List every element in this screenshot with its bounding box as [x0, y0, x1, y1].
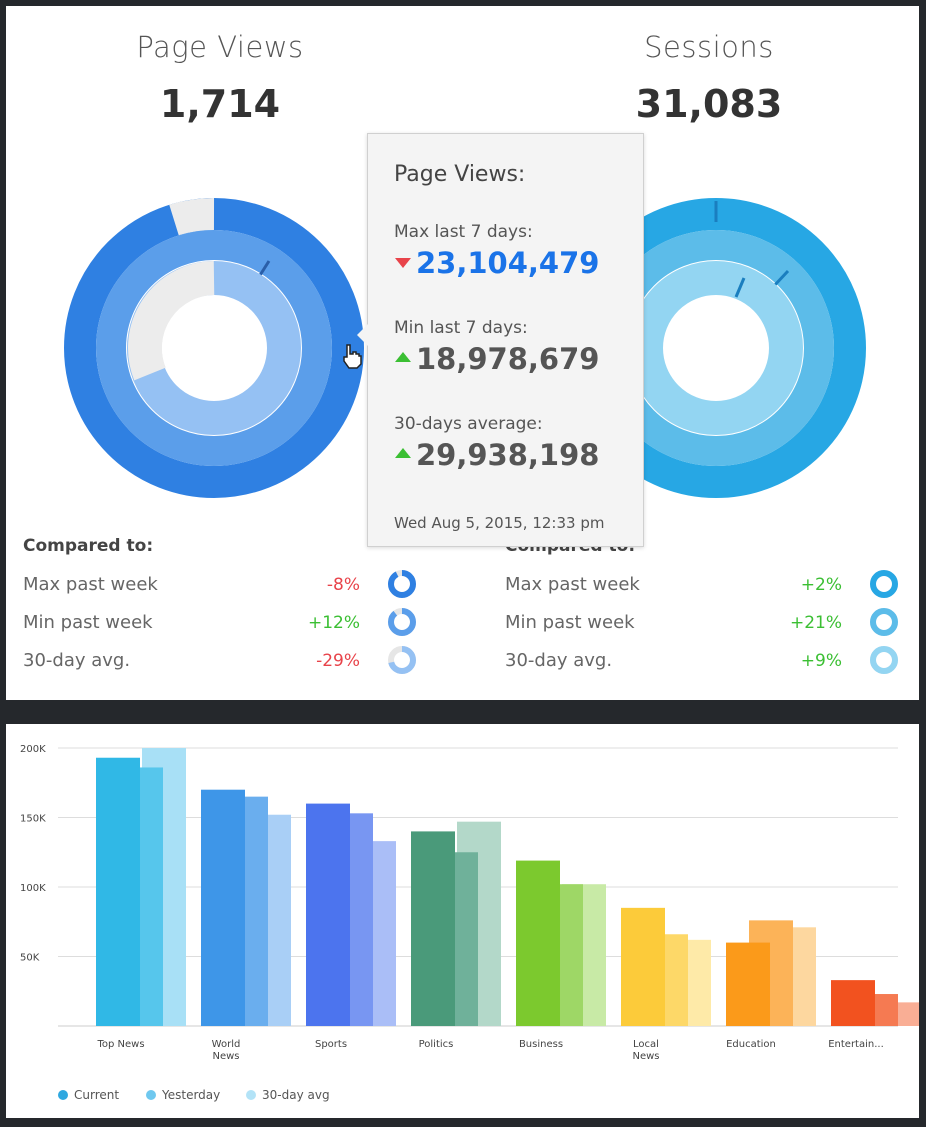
- mini-progress-ring-icon: [388, 570, 416, 598]
- bar-current: [411, 831, 455, 1026]
- legend-label: Yesterday: [162, 1088, 221, 1102]
- page-views-title: Page Views: [136, 30, 304, 64]
- tooltip-max-label: Max last 7 days:: [394, 222, 533, 242]
- legend-label: 30-day avg: [262, 1088, 330, 1102]
- page-views-donut[interactable]: [64, 198, 364, 498]
- compared-row-label: Max past week: [505, 574, 640, 595]
- compared-row-label: Min past week: [23, 612, 153, 633]
- tooltip-max-value: 23,104,479: [416, 246, 600, 280]
- x-tick-label: Education: [726, 1039, 776, 1050]
- x-tick-label: Sports: [315, 1039, 347, 1050]
- arrow-up-icon: [395, 448, 411, 458]
- x-tick-label: Top News: [96, 1039, 144, 1050]
- compared-row-value: +2%: [800, 575, 842, 595]
- x-tick-label: Local: [633, 1039, 659, 1050]
- legend-dot-icon: [58, 1090, 68, 1100]
- compared-row-value: +12%: [307, 613, 360, 633]
- x-tick-label: Entertain...: [828, 1039, 884, 1050]
- tooltip-avg-value: 29,938,198: [416, 438, 600, 472]
- x-tick-label: Business: [519, 1039, 563, 1050]
- arrow-down-icon: [395, 258, 411, 268]
- pv-compared-heading: Compared to:: [23, 536, 154, 556]
- tooltip-timestamp: Wed Aug 5, 2015, 12:33 pm: [394, 514, 605, 532]
- bar-current: [306, 803, 350, 1026]
- tooltip-min-value: 18,978,679: [416, 342, 600, 376]
- x-tick-label: News: [212, 1051, 239, 1062]
- mini-progress-ring-icon: [870, 608, 898, 636]
- bar-current: [201, 789, 245, 1026]
- y-tick-label: 100K: [20, 883, 46, 894]
- mini-progress-ring-icon: [870, 570, 898, 598]
- category-chart-panel: 50K 100K 150K 200K Top News World News Sports Po…: [6, 724, 919, 1118]
- legend-dot-icon: [246, 1090, 256, 1100]
- y-tick-label: 50K: [20, 953, 40, 964]
- y-tick-label: 200K: [20, 744, 46, 755]
- page-views-tooltip: Page Views: Max last 7 days: 23,104,479 …: [357, 133, 644, 547]
- y-tick-label: 150K: [20, 814, 46, 825]
- legend-label: Current: [74, 1088, 120, 1102]
- legend-dot-icon: [146, 1090, 156, 1100]
- compared-row-label: Max past week: [23, 574, 158, 595]
- compared-row-value: -8%: [326, 575, 360, 595]
- legend-item[interactable]: Yesterday: [146, 1088, 220, 1102]
- page-views-value: 1,714: [159, 82, 281, 126]
- bar-current: [726, 942, 770, 1026]
- compared-row-value: +21%: [789, 613, 842, 633]
- x-tick-label: Politics: [419, 1039, 454, 1050]
- summary-panel: Page Views 1,714 Sessions 31,083 Compare…: [6, 6, 919, 700]
- arrow-up-icon: [395, 352, 411, 362]
- hand-cursor-icon: [343, 344, 362, 369]
- bar-current: [96, 757, 140, 1026]
- compared-row-value: +9%: [800, 651, 842, 671]
- mini-progress-ring-icon: [388, 646, 416, 674]
- bar-current: [621, 907, 665, 1026]
- mini-progress-ring-icon: [388, 608, 416, 636]
- sessions-title: Sessions: [644, 30, 774, 64]
- mini-progress-ring-icon: [870, 646, 898, 674]
- x-tick-label: News: [632, 1051, 659, 1062]
- tooltip-avg-label: 30-days average:: [394, 414, 543, 434]
- tooltip-title: Page Views:: [394, 162, 526, 187]
- compared-row-value: -29%: [316, 651, 360, 671]
- tooltip-min-label: Min last 7 days:: [394, 318, 528, 338]
- bar-current: [831, 980, 875, 1026]
- legend-item[interactable]: Current: [58, 1088, 119, 1102]
- bar-current: [516, 860, 560, 1026]
- compared-row-label: 30-day avg.: [23, 650, 131, 671]
- legend-item[interactable]: 30-day avg: [246, 1088, 330, 1102]
- sessions-value: 31,083: [635, 82, 783, 126]
- compared-row-label: 30-day avg.: [505, 650, 613, 671]
- tooltip-notch: [357, 324, 368, 346]
- x-tick-label: World: [212, 1039, 241, 1050]
- compared-row-label: Min past week: [505, 612, 635, 633]
